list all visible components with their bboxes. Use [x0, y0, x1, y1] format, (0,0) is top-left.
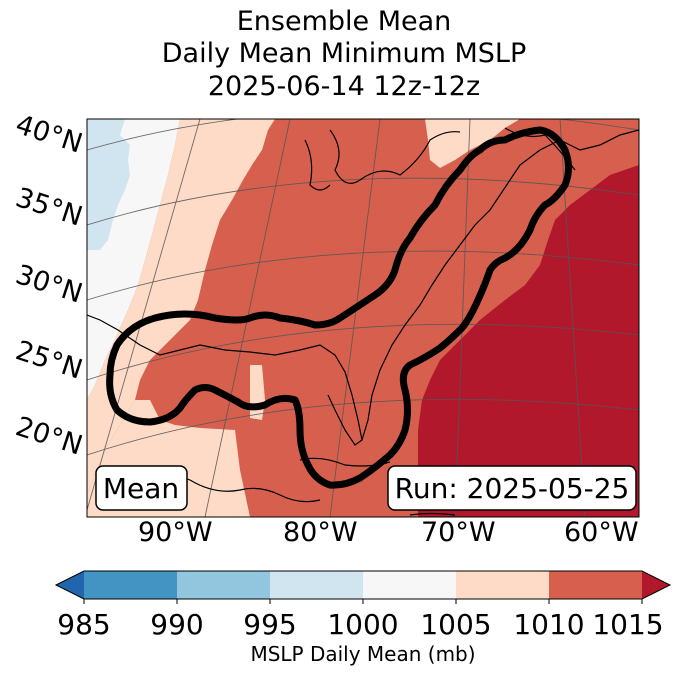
lat-label-25: 25°N [12, 335, 86, 386]
lon-label-90: 90°W [138, 517, 213, 548]
lat-label-40: 40°N [12, 109, 86, 160]
colorbar-under-arrow [56, 571, 84, 599]
field-over-region [418, 165, 639, 517]
graticule [87, 119, 639, 517]
lat-label-20: 20°N [12, 411, 86, 462]
map-frame [86, 118, 640, 518]
colorbar-tick-1015: 1015 [592, 608, 663, 641]
mslp-field [87, 119, 639, 517]
colorbar-tick-985: 985 [57, 608, 110, 641]
colorbar-tick-1000: 1000 [327, 608, 398, 641]
lon-label-60: 60°W [564, 517, 639, 548]
colorbar-tick-1005: 1005 [420, 608, 491, 641]
colorbar-segment-985 [84, 571, 177, 599]
title-line-2: Daily Mean Minimum MSLP [161, 38, 527, 69]
run-box-label: Run: 2025-05-25 [395, 472, 630, 505]
lon-label-70: 70°W [421, 517, 496, 548]
lon-label-80: 80°W [283, 517, 358, 548]
lat-label-35: 35°N [12, 182, 86, 233]
field-1005-region-ne [425, 119, 520, 168]
colorbar-segment-1010 [549, 571, 642, 599]
colorbar-unit-label: MSLP Daily Mean (mb) [250, 642, 475, 666]
title-line-1: Ensemble Mean [236, 6, 452, 37]
colorbar-segment-1005 [456, 571, 549, 599]
colorbar-tick-990: 990 [150, 608, 203, 641]
mean-box-label: Mean [103, 472, 179, 505]
colorbar-segment-990 [177, 571, 270, 599]
colorbar-tick-995: 995 [243, 608, 296, 641]
colorbar-segment-995 [270, 571, 363, 599]
colorbar: 985 990 995 1000 1005 1010 1015 MSLP Dai… [54, 570, 672, 666]
field-1005-region-west [87, 119, 275, 495]
run-box: Run: 2025-05-25 [387, 465, 637, 511]
mean-box: Mean [95, 465, 188, 511]
colorbar-tick-1010: 1010 [513, 608, 584, 641]
colorbar-over-arrow [642, 571, 670, 599]
lat-label-30: 30°N [12, 259, 86, 310]
probability-contour [106, 126, 572, 489]
field-995-region [87, 119, 130, 250]
title-line-3: 2025-06-14 12z-12z [207, 71, 481, 102]
colorbar-segment-1000 [363, 571, 456, 599]
